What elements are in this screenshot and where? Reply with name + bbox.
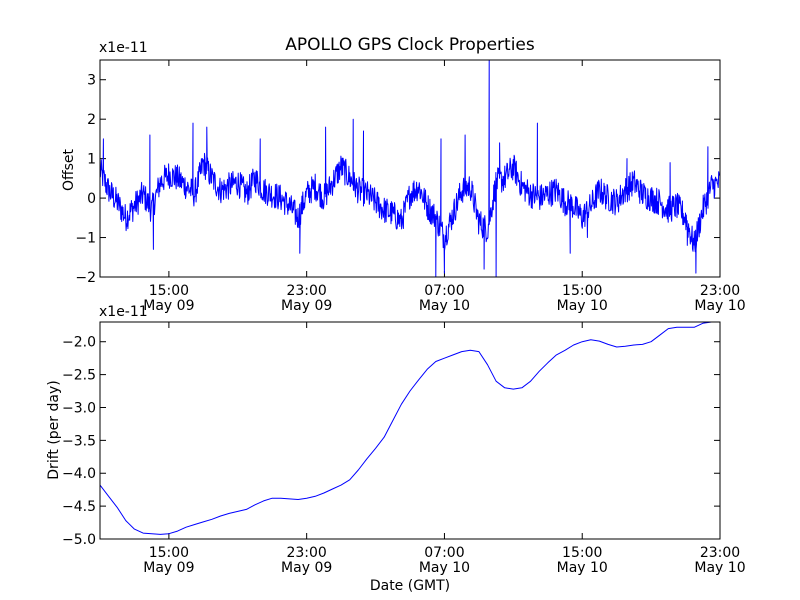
offset-ytick-label: −2 <box>75 270 96 286</box>
offset-xtick-time-label: 15:00 <box>562 283 602 299</box>
offset-xtick-date-label: May 10 <box>557 298 608 314</box>
drift-xtick-date-label: May 10 <box>557 560 608 576</box>
drift-xtick-date-label: May 10 <box>694 560 745 576</box>
offset-plot-area <box>100 60 720 277</box>
drift-axes-frame <box>99 321 721 540</box>
drift-xtick-time-label: 23:00 <box>700 545 740 561</box>
offset-xtick-time-label: 15:00 <box>149 283 189 299</box>
drift-xtick-time-label: 15:00 <box>562 545 602 561</box>
offset-series-line <box>100 60 720 277</box>
drift-xtick-date-label: May 09 <box>281 560 332 576</box>
offset-xtick-date-label: May 09 <box>281 298 332 314</box>
offset-ytick-label: 0 <box>87 191 96 207</box>
offset-ytick-label: 1 <box>87 152 96 168</box>
drift-xtick-time-label: 07:00 <box>424 545 464 561</box>
drift-ytick-label: −5.0 <box>62 532 96 548</box>
drift-ytick-label: −4.5 <box>62 499 96 515</box>
offset-ytick-label: 2 <box>87 112 96 128</box>
drift-ytick-label: −2.5 <box>62 368 96 384</box>
offset-ytick-label: −1 <box>75 231 96 247</box>
drift-ytick-label: −3.5 <box>62 433 96 449</box>
drift-axis-label: Drift (per day) <box>46 380 62 479</box>
drift-xtick-date-label: May 10 <box>419 560 470 576</box>
drift-plot-area <box>100 322 715 535</box>
offset-ytick-label: 3 <box>87 73 96 89</box>
offset-xtick-date-label: May 10 <box>419 298 470 314</box>
offset-xtick-time-label: 23:00 <box>286 283 326 299</box>
offset-panel: APOLLO GPS Clock Properties x1e-11 Offse… <box>61 35 746 314</box>
drift-panel: x1e-11 Drift (per day) Date (GMT) −5.0 −4… <box>46 304 746 594</box>
drift-xtick-time-label: 23:00 <box>286 545 326 561</box>
drift-scale-label: x1e-11 <box>99 304 148 320</box>
offset-xtick-date-label: May 10 <box>694 298 745 314</box>
drift-ytick-label: −4.0 <box>62 466 96 482</box>
chart-title: APOLLO GPS Clock Properties <box>285 35 535 55</box>
offset-xtick-time-label: 23:00 <box>700 283 740 299</box>
drift-xtick-date-label: May 09 <box>143 560 194 576</box>
offset-axis-label: Offset <box>61 148 77 191</box>
drift-ytick-label: −2.0 <box>62 335 96 351</box>
offset-xtick-date-label: May 09 <box>143 298 194 314</box>
drift-series-line <box>100 322 715 535</box>
drift-ytick-label: −3.0 <box>62 400 96 416</box>
offset-axes-frame <box>99 59 721 278</box>
x-axis-label: Date (GMT) <box>370 578 450 594</box>
drift-xtick-time-label: 15:00 <box>149 545 189 561</box>
offset-scale-label: x1e-11 <box>99 40 148 56</box>
offset-xtick-time-label: 07:00 <box>424 283 464 299</box>
